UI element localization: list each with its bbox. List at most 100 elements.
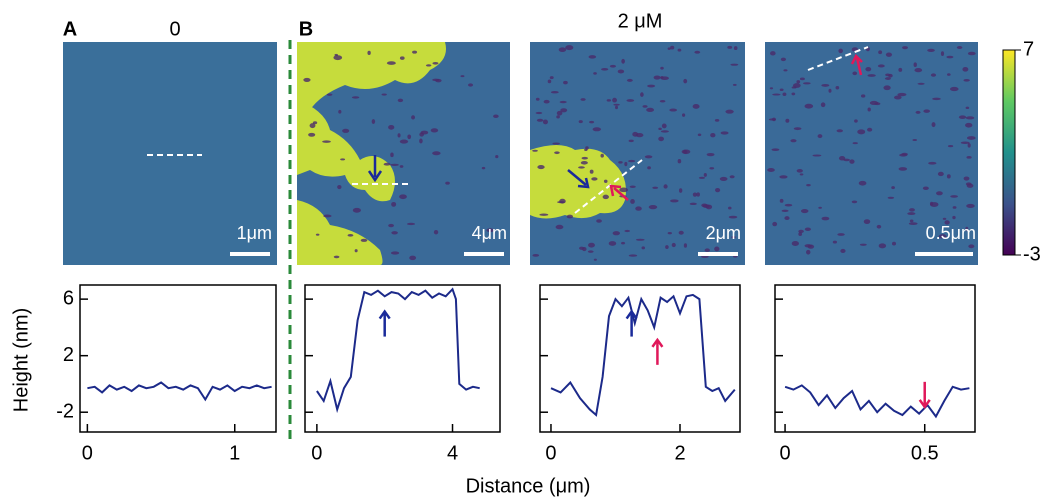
x-tick-label: 4 bbox=[447, 442, 458, 464]
domain-dot bbox=[543, 99, 550, 104]
domain-dot bbox=[922, 186, 929, 191]
domain-dot bbox=[641, 246, 646, 250]
domain-dot bbox=[907, 212, 916, 216]
domain-dot bbox=[942, 217, 947, 220]
domain-dot bbox=[432, 78, 440, 82]
domain-dot bbox=[556, 110, 563, 116]
domain-dot bbox=[931, 122, 936, 128]
domain-dot bbox=[852, 71, 858, 76]
domain-dot bbox=[770, 51, 776, 56]
domain-dot bbox=[663, 184, 668, 189]
domain-dot bbox=[867, 74, 876, 77]
domain-dot bbox=[532, 149, 538, 152]
domain-dot bbox=[399, 56, 405, 60]
domain-dot bbox=[804, 227, 811, 232]
domain-dot bbox=[390, 152, 394, 158]
domain-dot bbox=[647, 166, 651, 170]
domain-dot bbox=[588, 242, 595, 248]
domain-dot bbox=[347, 233, 354, 237]
domain-dot bbox=[843, 158, 850, 162]
domain-dot bbox=[710, 133, 716, 138]
domain-dot bbox=[867, 107, 871, 112]
domain-dot bbox=[950, 195, 958, 198]
domain-dot bbox=[692, 104, 700, 109]
domain-dot bbox=[784, 203, 793, 207]
domain-dot bbox=[334, 53, 338, 56]
domain-dot bbox=[661, 123, 667, 129]
domain-dot bbox=[658, 127, 662, 131]
islands bbox=[297, 42, 446, 265]
domain-dot bbox=[704, 248, 710, 252]
domain-dot bbox=[727, 45, 733, 49]
y-tick-label: -2 bbox=[56, 400, 74, 422]
domain-dot bbox=[928, 161, 937, 165]
domain-dot bbox=[495, 154, 499, 159]
domain-dot bbox=[938, 234, 947, 239]
scale-bar-label: 2μm bbox=[706, 223, 741, 243]
domain-dot bbox=[965, 182, 972, 186]
domain-dot bbox=[956, 46, 963, 49]
domain-dot bbox=[806, 249, 811, 255]
domain-dot bbox=[832, 240, 837, 244]
domains bbox=[303, 45, 976, 261]
domain-dot bbox=[946, 55, 954, 59]
colorbar-tick-label: -3 bbox=[1023, 243, 1041, 265]
afm-image bbox=[63, 42, 277, 265]
domain-dot bbox=[588, 55, 597, 59]
domain-dot bbox=[550, 91, 559, 94]
domain-dot bbox=[946, 73, 951, 76]
domain-dot bbox=[419, 138, 423, 144]
domain-dot bbox=[399, 165, 404, 168]
domain-dot bbox=[481, 166, 486, 170]
domain-dot bbox=[542, 119, 548, 125]
domain-dot bbox=[632, 131, 639, 137]
panel-label: B bbox=[299, 18, 313, 40]
y-axis-label: Height (nm) bbox=[10, 308, 32, 412]
domain-dot bbox=[796, 168, 803, 173]
domain-dot bbox=[596, 219, 602, 223]
domain-dot bbox=[609, 64, 616, 68]
domain-dot bbox=[878, 243, 887, 249]
domain-dot bbox=[667, 231, 672, 235]
domain-dot bbox=[354, 249, 358, 253]
domain-dot bbox=[608, 241, 617, 246]
domain-dot bbox=[660, 130, 669, 133]
domain-dot bbox=[898, 67, 903, 72]
domain-dot bbox=[803, 82, 811, 85]
islands bbox=[530, 145, 626, 219]
plot-frame bbox=[539, 284, 741, 433]
domain-dot bbox=[915, 110, 921, 114]
domain-dot bbox=[791, 241, 799, 246]
domain-dot bbox=[733, 46, 738, 51]
domain-dot bbox=[646, 107, 655, 113]
domain-dot bbox=[593, 72, 597, 75]
domain-dot bbox=[445, 181, 450, 185]
domain-dot bbox=[932, 97, 941, 101]
domain-dot bbox=[793, 127, 802, 131]
domain-dot bbox=[701, 255, 709, 259]
domain-dot bbox=[670, 199, 679, 203]
domain-dot bbox=[792, 83, 801, 88]
domain-dot bbox=[352, 207, 361, 213]
domain-dot bbox=[728, 215, 738, 219]
domain-dot bbox=[851, 200, 858, 204]
domain-dot bbox=[840, 248, 846, 254]
domain-dot bbox=[670, 45, 675, 50]
domain-dot bbox=[963, 79, 970, 82]
colorbar-tick-label: 7 bbox=[1023, 38, 1034, 60]
domain-dot bbox=[804, 103, 814, 109]
domain-dot bbox=[539, 213, 549, 216]
domain-dot bbox=[876, 224, 882, 229]
condition-label: 0 bbox=[169, 18, 180, 40]
domain-dot bbox=[913, 62, 917, 68]
domain-dot bbox=[617, 69, 625, 74]
domain-dot bbox=[817, 134, 823, 139]
domain-dot bbox=[425, 64, 432, 67]
domain-dot bbox=[342, 128, 350, 133]
domain-dot bbox=[901, 152, 908, 156]
domain-dot bbox=[858, 180, 867, 186]
domain-dot bbox=[720, 131, 729, 135]
domain-dot bbox=[390, 163, 399, 167]
domain-dot bbox=[891, 241, 897, 246]
domain-dot bbox=[587, 250, 594, 253]
